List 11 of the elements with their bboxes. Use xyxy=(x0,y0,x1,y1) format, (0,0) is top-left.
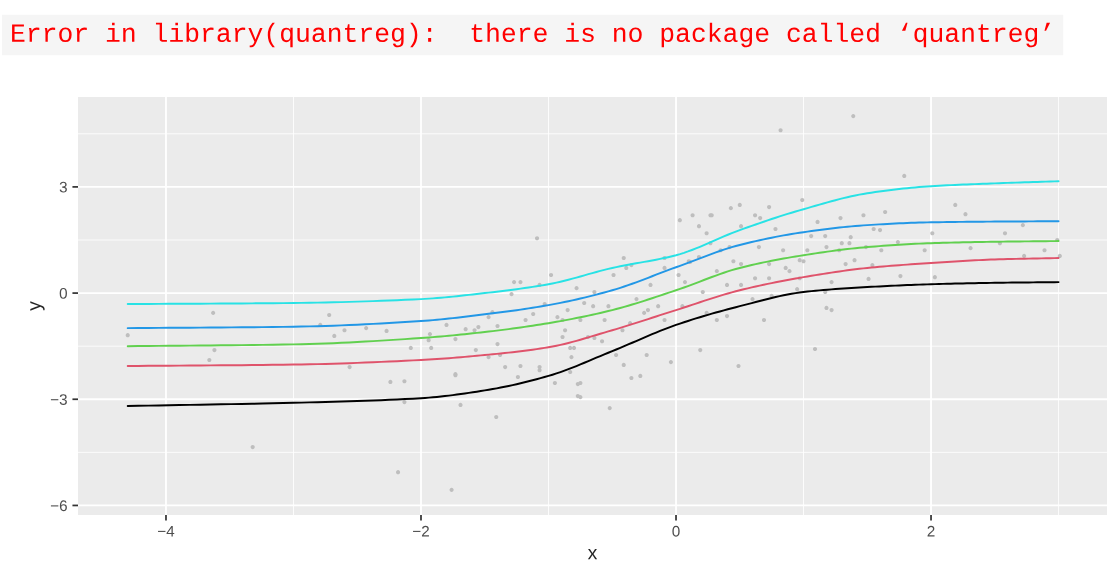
y-tick-label: −6 xyxy=(50,500,67,512)
x-tick-label: −4 xyxy=(158,525,175,537)
y-tick-label: 3 xyxy=(59,181,67,193)
text: Error in library(quantreg): there is no package called ‘quantreg’ xyxy=(12,22,1051,48)
y-axis-title: y xyxy=(30,301,45,311)
y-tick-label: 0 xyxy=(59,287,67,299)
x-tick-label: −2 xyxy=(413,525,429,537)
x-tick-label: 2 xyxy=(927,525,935,537)
y-tick-label: −3 xyxy=(50,394,67,405)
x-axis-title: x xyxy=(587,549,598,560)
x-tick-label: 0 xyxy=(672,525,680,537)
